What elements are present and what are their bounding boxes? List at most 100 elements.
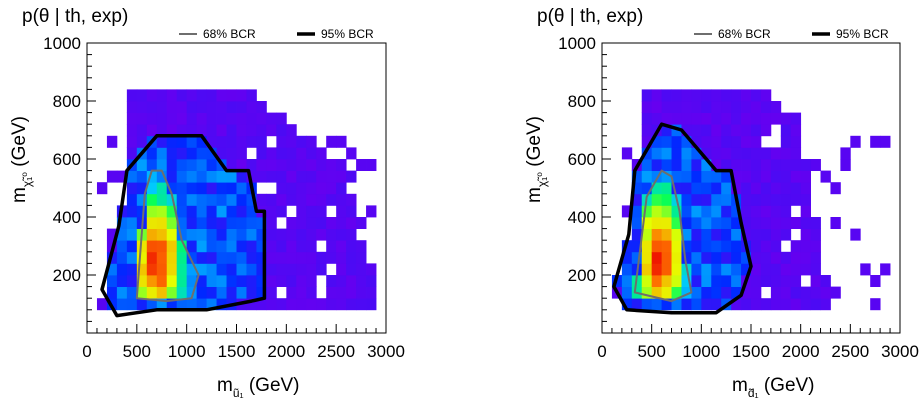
heatmap-cell [651, 193, 662, 206]
heatmap-cell [651, 159, 662, 171]
heatmap-cell [711, 89, 722, 102]
heatmap-cell [246, 298, 257, 311]
heatmap-cell [741, 101, 752, 113]
heatmap-cell [820, 298, 831, 311]
heatmap-cell [276, 240, 287, 253]
heatmap-cell [336, 135, 347, 148]
heatmap-cell [820, 286, 831, 299]
heatmap-cell [780, 112, 792, 125]
heatmap-cell [356, 159, 367, 171]
x-tick-label: 1500 [732, 342, 770, 361]
heatmap-cell [366, 275, 377, 287]
heatmap-cell [661, 217, 672, 229]
heatmap-cell [116, 170, 128, 183]
heatmap-cell [741, 147, 752, 160]
heatmap-cell [731, 89, 742, 102]
heatmap-cell [336, 205, 347, 218]
heatmap-cell [206, 112, 217, 125]
heatmap-cell [751, 159, 762, 171]
heatmap-cell [266, 298, 277, 311]
heatmap-cell [800, 159, 811, 171]
heatmap-cell [751, 135, 762, 148]
heatmap-cell [621, 251, 633, 264]
heatmap-cell [711, 135, 722, 148]
heatmap-cell [236, 286, 247, 299]
heatmap-cell [741, 251, 752, 264]
legend: 68% BCR 95% BCR [179, 27, 374, 41]
heatmap-cell [326, 159, 337, 171]
heatmap-cell [711, 263, 722, 276]
heatmap-cell [96, 298, 108, 311]
heatmap-cell [721, 263, 732, 276]
heatmap-cell [651, 89, 662, 102]
heatmap-cell [760, 101, 772, 113]
heatmap-cell [196, 170, 207, 183]
heatmap-cell [116, 275, 128, 287]
heatmap-cell [196, 286, 207, 299]
heatmap-cell [256, 135, 267, 148]
heatmap-cell [146, 193, 158, 206]
heatmap-cell [146, 124, 158, 137]
heatmap-cell [246, 286, 257, 299]
heatmap-cell [671, 275, 682, 287]
heatmap-cell [641, 298, 653, 311]
heatmap-cell [136, 193, 148, 206]
heatmap-cell [671, 263, 682, 276]
heatmap-cell [236, 124, 247, 137]
heatmap-cell [711, 228, 722, 241]
heatmap-cell [790, 135, 802, 148]
heatmap-cell [711, 286, 722, 299]
heatmap-cell [106, 263, 118, 276]
heatmap-cell [701, 193, 712, 206]
heatmap-cell [770, 147, 782, 160]
heatmap-cell [741, 124, 752, 137]
heatmap-cell [751, 89, 762, 102]
heatmap-cell [156, 182, 168, 195]
heatmap-cell [306, 298, 317, 311]
heatmap-cell [356, 286, 367, 299]
contour-68-bcr [633, 169, 693, 303]
y-tick-label: 200 [568, 266, 596, 285]
heatmap-cell [136, 298, 148, 311]
heatmap-cell [681, 135, 692, 148]
heatmap-cell [356, 298, 367, 311]
heatmap-cell [731, 240, 742, 253]
heatmap-cell [681, 124, 692, 137]
heatmap-cell [780, 275, 792, 287]
heatmap-cell [780, 135, 792, 148]
heatmap-cell [206, 147, 217, 160]
heatmap-cell [156, 251, 168, 264]
heatmap-cell [116, 217, 128, 229]
heatmap-cell [711, 101, 722, 113]
heatmap-cell [780, 193, 792, 206]
heatmap-cell [741, 286, 752, 299]
heatmap-cell [770, 112, 782, 125]
heatmap-cell [711, 275, 722, 287]
heatmap-cell [216, 101, 227, 113]
heatmap-cell [306, 170, 317, 183]
heatmap-cell [760, 193, 772, 206]
heatmap-cell [651, 205, 662, 218]
heatmap-cell [671, 170, 682, 183]
heatmap-cell [770, 228, 782, 241]
heatmap-cell [146, 182, 158, 195]
heatmap-cell [286, 159, 297, 171]
heatmap-cell [216, 112, 227, 125]
heatmap-cell [256, 298, 267, 311]
heatmap-cell [276, 193, 287, 206]
heatmap-cell [316, 205, 327, 218]
heatmap-cell [336, 240, 347, 253]
heatmap-cell [681, 251, 692, 264]
heatmap-cell [880, 263, 891, 276]
heatmap-cell [820, 170, 831, 183]
heatmap-cell [751, 228, 762, 241]
heatmap-cell [681, 147, 692, 160]
heatmap-cell [196, 275, 207, 287]
heatmap-cell [146, 275, 158, 287]
heatmap-cell [661, 251, 672, 264]
heatmap-cell [751, 101, 762, 113]
heatmap-cell [336, 182, 347, 195]
heatmap-cell [216, 89, 227, 102]
heatmap-cell [810, 286, 821, 299]
heatmap-cell [760, 240, 772, 253]
